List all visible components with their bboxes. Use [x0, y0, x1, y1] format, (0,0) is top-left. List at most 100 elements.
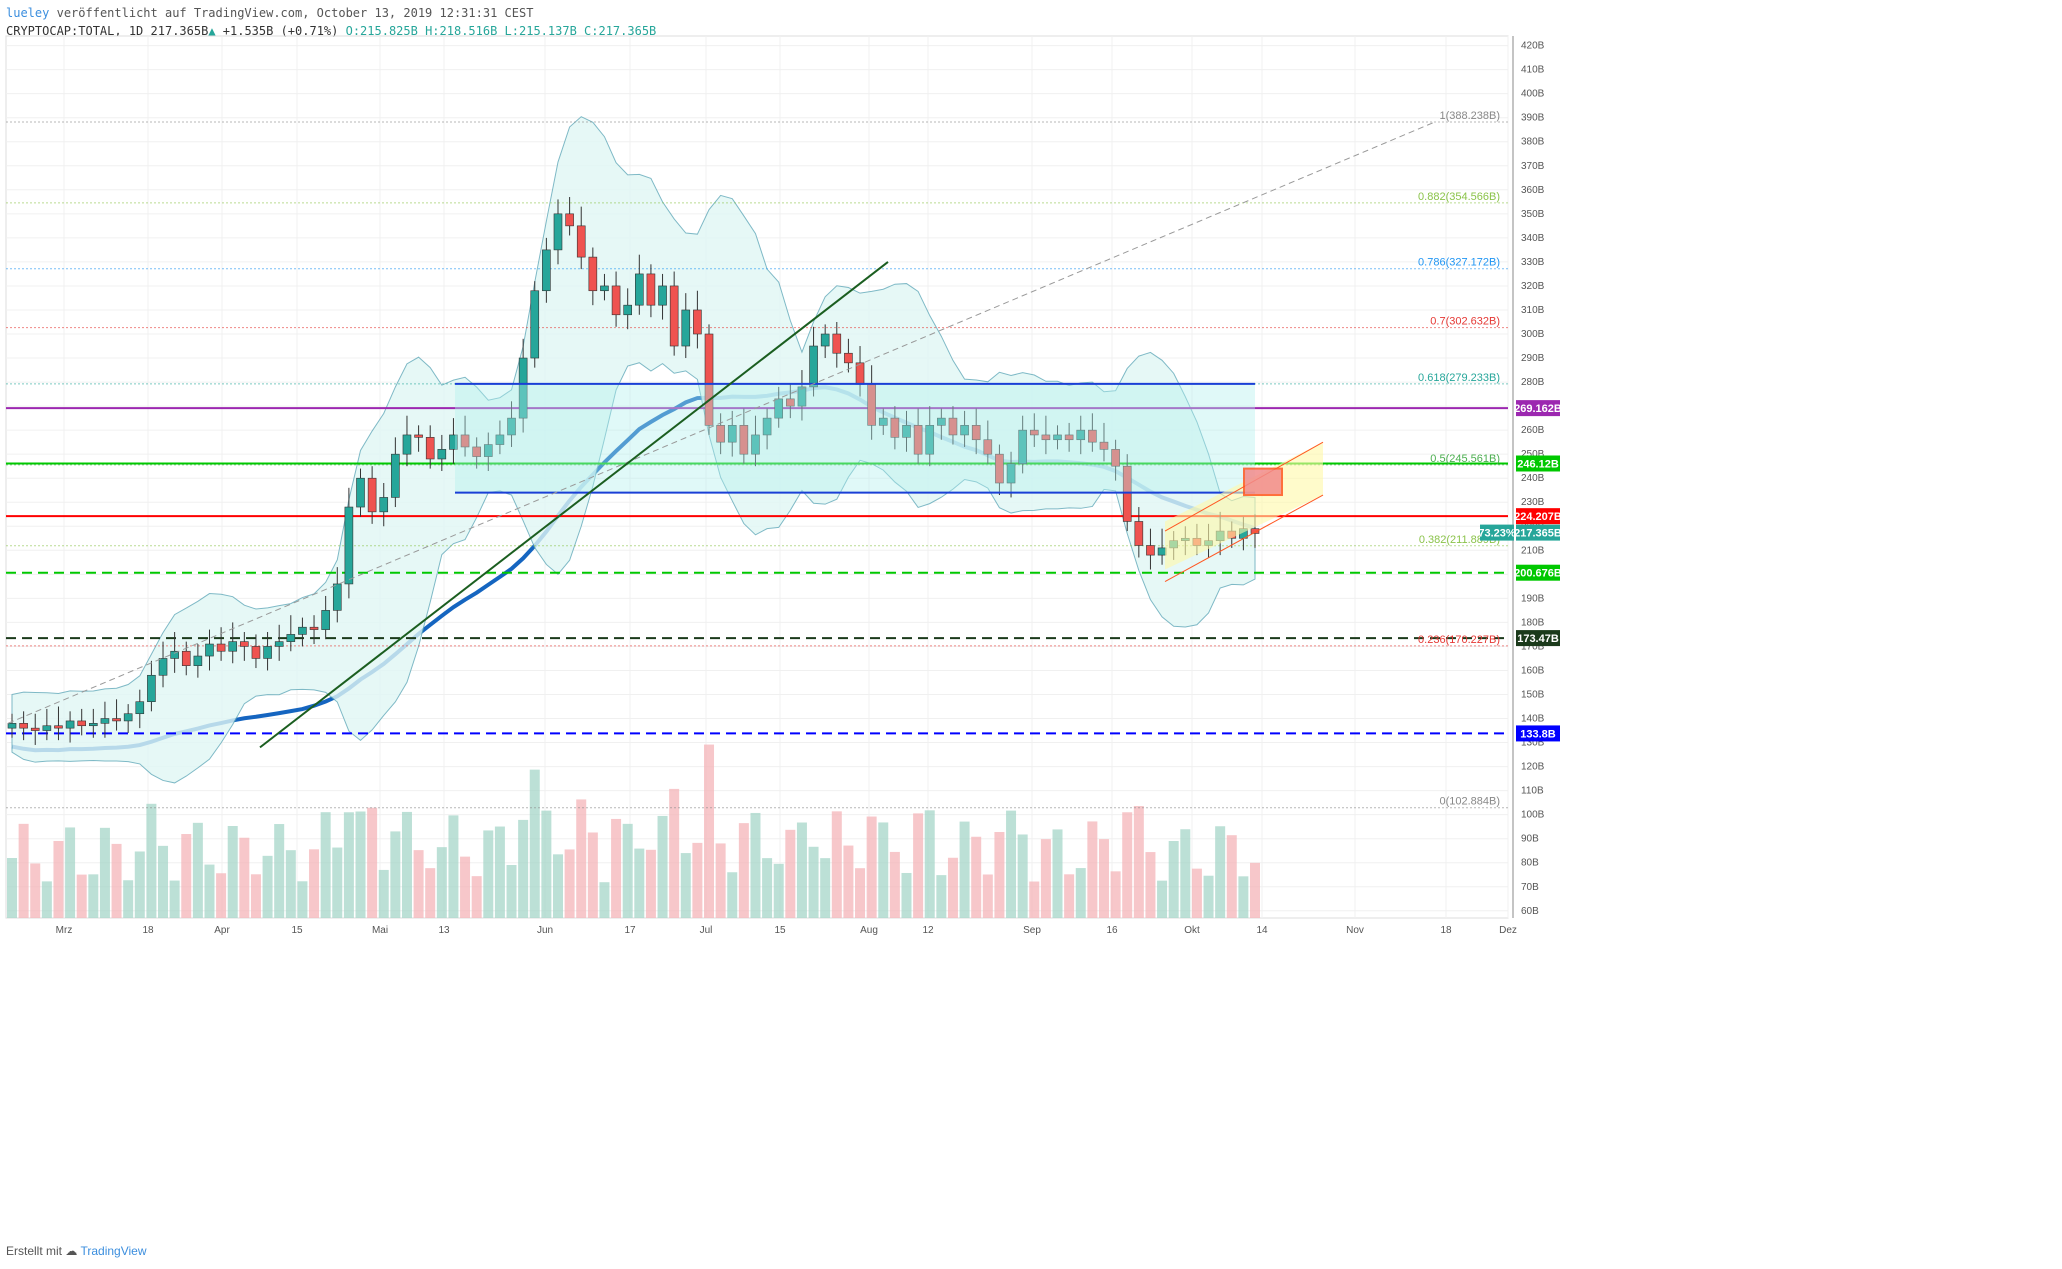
- candle-body: [437, 449, 447, 460]
- candle-body: [30, 727, 40, 731]
- candle-body: [367, 477, 377, 513]
- volume-bar: [494, 826, 505, 918]
- volume-bar: [657, 815, 668, 918]
- volume-bar: [146, 803, 157, 918]
- y-tick-label: 160B: [1521, 665, 1545, 676]
- candle-body: [1006, 463, 1016, 484]
- ascending-channel: [1165, 442, 1323, 570]
- volume-bar: [552, 854, 563, 918]
- candle-body: [809, 345, 818, 388]
- candles: [7, 197, 1260, 745]
- y-tick-label: 360B: [1521, 185, 1545, 196]
- volume-bar: [1226, 835, 1237, 918]
- y-tick-label: 250B: [1521, 449, 1545, 460]
- candle-body: [1250, 528, 1260, 534]
- x-tick-label: Apr: [214, 925, 230, 936]
- volume-bar: [645, 849, 656, 918]
- candle-body: [925, 425, 935, 455]
- support-trend-line: [259, 261, 889, 749]
- x-tick-label: Sep: [1023, 925, 1041, 936]
- volume-bar: [1168, 841, 1179, 918]
- candle-body: [890, 417, 900, 438]
- x-tick-label: 18: [142, 925, 154, 936]
- candle-body: [112, 718, 121, 722]
- candle-body: [507, 417, 516, 436]
- volume-bar: [901, 872, 912, 918]
- x-tick-label: 17: [624, 925, 636, 936]
- price-tag: [1516, 524, 1560, 541]
- volume-bar: [587, 832, 598, 918]
- price-tag: [1516, 725, 1560, 742]
- drawings: [7, 121, 1436, 749]
- volume-bar: [1017, 834, 1028, 918]
- volume-bar: [401, 811, 412, 918]
- candle-body: [1122, 465, 1132, 522]
- volume-bar: [1098, 839, 1109, 918]
- volume-bar: [332, 847, 343, 918]
- y-tick-label: 390B: [1521, 113, 1545, 124]
- candle-body: [797, 386, 807, 407]
- volume-bar: [76, 874, 87, 918]
- volume-bar: [913, 813, 924, 918]
- x-tick-label: Nov: [1346, 925, 1364, 936]
- candle-body: [89, 723, 98, 727]
- price-tag: [1516, 400, 1560, 417]
- ohlc-values: O:215.825B H:218.516B L:215.137B C:217.3…: [345, 24, 657, 38]
- candle-body: [878, 417, 888, 426]
- candle-body: [681, 309, 691, 347]
- candle-body: [135, 701, 145, 715]
- candle-body: [19, 723, 28, 729]
- x-tick-label: Jul: [700, 925, 713, 936]
- volume-bar: [111, 843, 122, 918]
- candle-body: [995, 453, 1004, 484]
- volume-bar: [99, 827, 110, 918]
- candle-body: [739, 425, 749, 455]
- y-tick-label: 100B: [1521, 810, 1545, 821]
- author-link[interactable]: lueley: [6, 6, 50, 20]
- volume-bar: [1064, 874, 1075, 918]
- volume-bar: [680, 853, 691, 918]
- x-tick-label: Dez: [1499, 925, 1517, 936]
- candle-body: [646, 273, 656, 306]
- y-tick-label: 410B: [1521, 65, 1545, 76]
- symbol-info: CRYPTOCAP:TOTAL, 1D 217.365B▲ +1.535B (+…: [6, 24, 656, 38]
- price-tag-label: 224.207B: [1514, 511, 1562, 523]
- symbol-label: CRYPTOCAP:TOTAL, 1D: [6, 24, 144, 38]
- candle-body: [704, 333, 714, 426]
- candle-body: [123, 713, 133, 722]
- volume-bar: [808, 846, 819, 918]
- volume-bar: [773, 863, 784, 918]
- volume-bar: [216, 873, 227, 918]
- volume-bar: [738, 823, 749, 918]
- x-tick-label: Mai: [372, 925, 388, 936]
- candle-body: [774, 398, 784, 419]
- volume-bar: [320, 812, 331, 918]
- candle-body: [274, 641, 284, 647]
- price-tag-label: 246.12B: [1517, 458, 1559, 470]
- volume-bar: [297, 881, 308, 918]
- range-box: [455, 383, 1255, 493]
- candle-body: [193, 655, 203, 666]
- tradingview-link[interactable]: TradingView: [80, 1244, 147, 1258]
- candle-body: [727, 425, 737, 443]
- tradingview-icon: ☁: [65, 1244, 78, 1258]
- candle-body: [205, 643, 214, 657]
- candle-body: [693, 309, 702, 335]
- candle-body: [391, 453, 400, 498]
- candle-body: [263, 646, 272, 659]
- x-tick-label: 12: [922, 925, 934, 936]
- volume-bar: [878, 822, 889, 918]
- volume-bar: [541, 810, 552, 918]
- y-tick-label: 140B: [1521, 714, 1545, 725]
- volume-bar: [564, 849, 575, 918]
- x-tick-label: 16: [1106, 925, 1118, 936]
- created-with-label: Erstellt mit: [6, 1244, 63, 1258]
- volume-bar: [41, 881, 52, 918]
- price-axis: 420B 410B 400B 390B 380B 370B 360B 350B 340B 330B…: [1478, 36, 1562, 918]
- volume-bars: [7, 744, 1260, 918]
- volume-bar: [727, 872, 738, 918]
- candle-body: [147, 674, 156, 703]
- candle-body: [356, 477, 365, 508]
- volume-bar: [855, 868, 866, 918]
